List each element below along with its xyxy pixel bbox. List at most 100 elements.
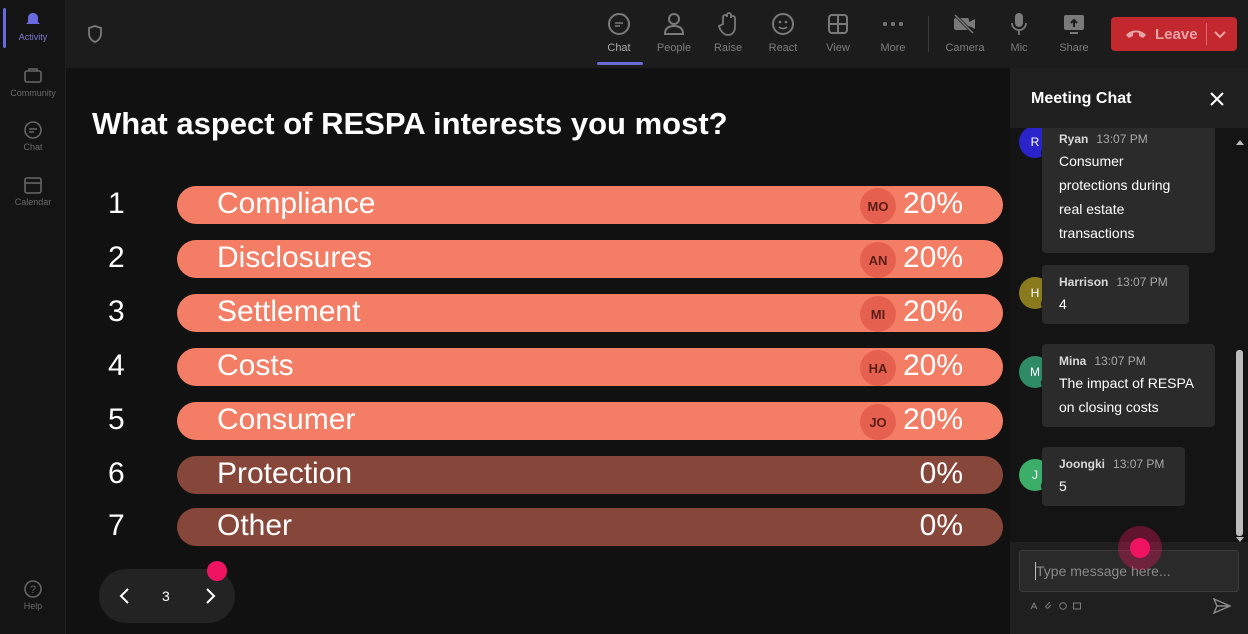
message-bubble: Ryan 13:07 PM Consumer protections during… xyxy=(1042,128,1215,253)
rail-item-community[interactable]: Community xyxy=(0,66,66,98)
toolbar-share-button[interactable]: Share xyxy=(1049,12,1099,54)
rail-item-calendar[interactable]: Calendar xyxy=(0,175,66,207)
rail-item-activity[interactable]: Activity xyxy=(0,10,66,42)
sender-name: Mina xyxy=(1059,354,1087,368)
click-ripple xyxy=(1118,526,1162,570)
scroll-up-arrow-icon[interactable] xyxy=(1236,132,1244,150)
poll-option-row[interactable]: 4 Costs HA 20% xyxy=(66,348,1010,386)
option-percent: 20% xyxy=(902,403,963,436)
voter-badge: HA xyxy=(860,350,896,386)
toolbar-raise-button[interactable]: Raise xyxy=(703,12,753,54)
option-percent: 20% xyxy=(902,349,963,382)
send-icon[interactable] xyxy=(1212,597,1232,619)
community-icon xyxy=(22,66,44,86)
sender-name: Ryan xyxy=(1059,132,1089,146)
chevron-left-icon[interactable] xyxy=(115,584,135,613)
meeting-chat-panel: Meeting Chat R Ryan 13:07 PM Consumer pro… xyxy=(1010,68,1248,634)
poll-option-row[interactable]: 1 Compliance MO 20% xyxy=(66,186,1010,224)
shield-icon[interactable] xyxy=(86,24,104,49)
attach-icon[interactable] xyxy=(1045,601,1053,612)
message-line: real estate xyxy=(1059,201,1125,217)
option-bar[interactable]: Disclosures AN 20% xyxy=(177,240,1003,278)
toolbar-label: More xyxy=(880,42,906,54)
option-number: 6 xyxy=(108,457,125,490)
option-percent: 20% xyxy=(902,295,963,328)
rail-label: Help xyxy=(23,601,43,611)
toolbar-camera-button[interactable]: Camera xyxy=(940,12,990,54)
option-percent: 0% xyxy=(919,509,963,542)
sender-name: Harrison xyxy=(1059,275,1109,289)
option-bar[interactable]: Costs HA 20% xyxy=(177,348,1003,386)
option-bar[interactable]: Compliance MO 20% xyxy=(177,186,1003,224)
microphone-icon xyxy=(994,12,1044,36)
poll-option-row[interactable]: 6 Protection 0% xyxy=(66,456,1010,494)
poll-option-row[interactable]: 3 Settlement MI 20% xyxy=(66,294,1010,332)
chevron-down-icon[interactable] xyxy=(1212,26,1228,46)
option-percent: 20% xyxy=(902,241,963,274)
message-line: The impact of RESPA xyxy=(1059,375,1195,391)
poll-option-row[interactable]: 2 Disclosures AN 20% xyxy=(66,240,1010,278)
message-line: transactions xyxy=(1059,225,1135,241)
option-percent: 0% xyxy=(919,457,963,490)
option-bar[interactable]: Consumer JO 20% xyxy=(177,402,1003,440)
chat-message-input[interactable]: Type message here... xyxy=(1019,550,1239,592)
chat-icon xyxy=(22,120,44,140)
rail-item-help[interactable]: ? Help xyxy=(0,579,66,611)
option-number: 2 xyxy=(108,241,125,274)
poll-option-row[interactable]: 5 Consumer JO 20% xyxy=(66,402,1010,440)
format-text-icon[interactable] xyxy=(1030,601,1038,612)
scroll-down-arrow-icon[interactable] xyxy=(1236,530,1244,548)
toolbar-divider xyxy=(928,16,929,52)
voter-badge: JO xyxy=(860,404,896,440)
option-label: Other xyxy=(217,509,293,542)
message-line: on closing costs xyxy=(1059,399,1159,415)
chat-message-list[interactable]: R Ryan 13:07 PM Consumer protections duri… xyxy=(1010,128,1248,542)
option-number: 1 xyxy=(108,187,125,220)
rail-item-chat[interactable]: Chat xyxy=(0,120,66,152)
option-number: 7 xyxy=(108,509,125,542)
toolbar-more-button[interactable]: More xyxy=(868,12,918,54)
option-bar[interactable]: Protection 0% xyxy=(177,456,1003,494)
toolbar-label: Chat xyxy=(607,42,631,54)
toolbar-label: React xyxy=(768,42,798,54)
share-screen-icon xyxy=(1049,12,1099,36)
voter-badge: MI xyxy=(860,296,896,332)
rail-label: Activity xyxy=(18,32,48,42)
chevron-right-icon[interactable] xyxy=(200,584,220,613)
option-bar[interactable]: Settlement MI 20% xyxy=(177,294,1003,332)
message-time: 13:07 PM xyxy=(1116,275,1168,289)
leave-button[interactable]: Leave xyxy=(1111,17,1237,51)
message-bubble: Harrison 13:07 PM 4 xyxy=(1042,265,1189,324)
message-line: protections during xyxy=(1059,177,1171,193)
poll-option-row[interactable]: 7 Other 0% xyxy=(66,508,1010,546)
close-icon[interactable] xyxy=(1208,90,1226,113)
toolbar-react-button[interactable]: React xyxy=(758,12,808,54)
leave-divider xyxy=(1206,23,1207,45)
toolbar-mic-button[interactable]: Mic xyxy=(994,12,1044,54)
option-label: Disclosures xyxy=(217,241,373,274)
rail-label: Community xyxy=(10,88,56,98)
chat-scrollbar-thumb[interactable] xyxy=(1236,350,1243,536)
avatar-initial: R xyxy=(1030,135,1040,149)
gif-icon[interactable] xyxy=(1073,602,1081,612)
toolbar-chat-button[interactable]: Chat xyxy=(594,12,644,54)
app-rail: Activity Community Chat Calendar ? Help xyxy=(0,0,66,634)
message-line: Consumer xyxy=(1059,153,1124,169)
option-bar[interactable]: Other 0% xyxy=(177,508,1003,546)
voter-badge: MO xyxy=(860,188,896,224)
toolbar-view-button[interactable]: View xyxy=(813,12,863,54)
avatar-initial: M xyxy=(1030,365,1040,379)
option-label: Compliance xyxy=(217,187,376,220)
toolbar-label: Camera xyxy=(945,42,985,54)
message-text: The impact of RESPA on closing costs xyxy=(1059,371,1205,419)
option-percent: 20% xyxy=(902,187,963,220)
active-tab-indicator xyxy=(597,62,643,65)
message-text: 5 xyxy=(1059,478,1067,494)
toolbar-people-button[interactable]: People xyxy=(649,12,699,54)
emoji-icon[interactable] xyxy=(1059,602,1067,612)
help-icon: ? xyxy=(22,579,44,599)
meeting-toolbar: Chat People Raise React View More xyxy=(66,0,1248,68)
message-bubble: Mina 13:07 PM The impact of RESPA on clos… xyxy=(1042,344,1215,427)
voter-badge: AN xyxy=(860,242,896,278)
message-text: 4 xyxy=(1059,296,1067,312)
